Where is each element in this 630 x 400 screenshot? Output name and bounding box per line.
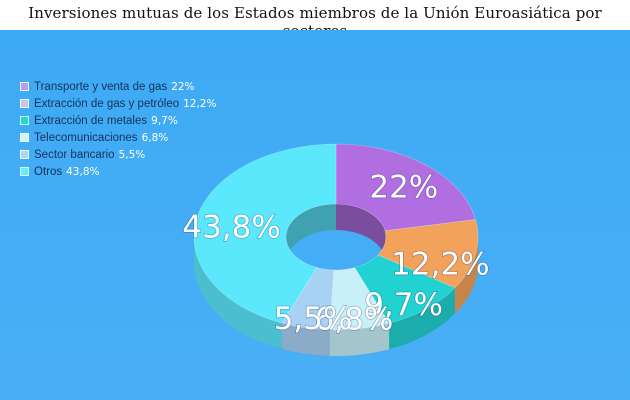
legend-item: Transporte y venta de gas 22% xyxy=(20,78,216,95)
donut-slice xyxy=(354,254,456,324)
donut-inner-wall xyxy=(336,204,386,257)
donut-outer-wall xyxy=(454,237,478,314)
legend-label: Otros xyxy=(34,165,63,178)
donut-outer-wall xyxy=(282,323,330,356)
slice-value-label: 6,8% xyxy=(315,302,394,338)
legend-swatch xyxy=(20,150,29,159)
legend-label: Extracción de gas y petróleo xyxy=(34,97,180,110)
legend-item: Telecomunicaciones 6,8% xyxy=(20,129,216,146)
donut-slice xyxy=(335,143,476,232)
slice-value-label: 22% xyxy=(369,169,438,205)
donut-inner-wall xyxy=(286,204,336,263)
legend-swatch xyxy=(20,116,29,125)
legend-value: 9,7% xyxy=(151,114,178,127)
legend-swatch xyxy=(20,133,29,142)
slice-value-label: 9,7% xyxy=(364,287,443,323)
legend-value: 5,5% xyxy=(118,148,146,161)
donut-slice xyxy=(329,267,390,331)
legend-label: Transporte y venta de gas xyxy=(34,80,168,93)
donut-outer-wall xyxy=(194,237,283,350)
slice-value-label: 5,5% xyxy=(274,301,353,337)
legend-label: Extracción de metales xyxy=(34,114,148,127)
legend-item: Extracción de metales 9,7% xyxy=(20,112,216,129)
legend-swatch xyxy=(20,167,29,176)
legend-value: 6,8% xyxy=(141,131,169,144)
donut-slice xyxy=(193,143,337,324)
donut-labels: 22% 12,2% 9,7%6,8%5,5% 43,8% xyxy=(182,169,491,339)
slice-value-label: 43,8% xyxy=(182,210,280,246)
legend-value: 22% xyxy=(171,80,195,93)
donut-sides xyxy=(194,204,478,356)
title-bar: Inversiones mutuas de los Estados miembr… xyxy=(0,0,630,40)
slice-value-label: 12,2% xyxy=(391,247,489,283)
legend-value: 43,8% xyxy=(66,165,100,178)
donut-outer-wall xyxy=(329,323,390,356)
chart-legend: Transporte y venta de gas 22% Extracción d… xyxy=(20,78,216,180)
donut-top xyxy=(193,143,479,331)
donut-outer-wall xyxy=(389,287,455,350)
legend-swatch xyxy=(20,82,29,91)
legend-swatch xyxy=(20,99,29,108)
legend-value: 12,2% xyxy=(183,97,217,110)
legend-item: Extracción de gas y petróleo 12,2% xyxy=(20,95,216,112)
legend-label: Sector bancario xyxy=(34,148,115,161)
legend-item: Otros 43,8% xyxy=(20,163,216,180)
donut-slice xyxy=(377,219,479,289)
legend-label: Telecomunicaciones xyxy=(34,131,138,144)
legend-item: Sector bancario 5,5% xyxy=(20,146,216,163)
